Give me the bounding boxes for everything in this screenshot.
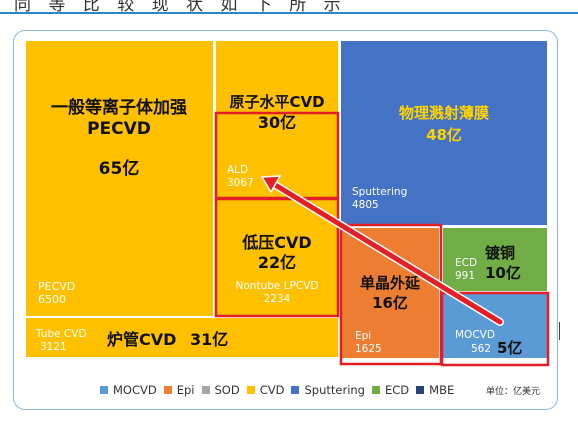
legend-swatch (163, 386, 172, 394)
ald-sub: ALD (227, 164, 248, 176)
legend-item-mocvd: MOCVD (100, 383, 157, 397)
epi-sub: Epi (355, 330, 371, 342)
legend-label: MBE (429, 383, 455, 397)
treemap-cell-sputter (341, 41, 547, 225)
treemap-cell-pecvd (26, 41, 213, 316)
legend-item-sod: SOD (201, 383, 240, 397)
arrow-head (260, 175, 282, 194)
pecvd-title2: PECVD (87, 119, 151, 139)
pecvd-value: 6500 (38, 293, 66, 306)
lpcvd-sub: Nontube LPCVD (236, 280, 319, 292)
sputter-sub: Sputtering (352, 186, 407, 198)
lpcvd-title: 低压CVD (241, 233, 311, 252)
mocvd-sub: MOCVD (455, 329, 495, 341)
legend-item-sputtering: Sputtering (291, 383, 365, 397)
unit-label: 单位：亿美元 (486, 387, 541, 397)
lpcvd-value: 2234 (264, 293, 291, 305)
mocvd-value: 562 (471, 343, 491, 355)
ecd-title: 镀铜 (485, 244, 515, 262)
ald-value: 3067 (227, 177, 254, 189)
mocvd-market: 5亿 (497, 339, 522, 357)
legend-swatch (201, 386, 210, 394)
treemap-cell-epi (341, 228, 439, 358)
pecvd-market: 65亿 (99, 158, 140, 179)
legend-item-mbe: MBE (416, 383, 454, 397)
arrow-shaft (269, 180, 503, 325)
epi-market: 16亿 (372, 294, 408, 312)
legend-swatch (371, 386, 380, 394)
sputter-title: 物理溅射薄膜 (399, 104, 489, 122)
cut-off-header-text: 同 等 比 较 现 状 如 下 所 示 (14, 0, 347, 15)
treemap-cell-tubecvd (26, 317, 338, 357)
legend-label: Epi (176, 383, 195, 397)
epi-value: 1625 (355, 343, 382, 355)
ecd-sub: ECD (455, 257, 477, 269)
treemap-cell-ald (216, 41, 338, 198)
legend-item-ecd: ECD (371, 383, 410, 397)
treemap-cell-mocvd (443, 293, 547, 358)
header-rule (0, 12, 578, 14)
pecvd-sub: PECVD (38, 280, 75, 293)
legend-item-cvd: CVD (246, 383, 285, 397)
treemap-cells (26, 41, 547, 358)
legend-swatch (416, 386, 425, 394)
treemap-cell-ecd (443, 228, 547, 291)
lpcvd-market: 22亿 (258, 253, 296, 272)
chart-legend: MOCVD Epi SOD CVD Sputtering ECD MBE (100, 380, 461, 400)
tubecvd-market: 31亿 (190, 330, 228, 349)
tubecvd-value: 3121 (40, 341, 67, 353)
highlight-box (440, 291, 550, 367)
sputter-value: 4805 (352, 199, 379, 211)
legend-swatch (246, 386, 255, 394)
tubecvd-title: 炉管CVD (107, 330, 176, 349)
legend-swatch (100, 386, 108, 394)
legend-label: CVD (259, 383, 285, 397)
legend-label: Sputtering (304, 383, 365, 397)
legend-label: MOCVD (113, 383, 157, 397)
ald-title: 原子水平CVD (229, 93, 324, 111)
pecvd-title: 一般等离子体加强 (51, 97, 187, 118)
ald-market: 30亿 (258, 113, 296, 132)
sputter-market: 48亿 (426, 126, 462, 144)
legend-label: SOD (214, 383, 240, 397)
right-edge-tick (559, 322, 560, 340)
treemap-labels: 一般等离子体加强PECVD65亿PECVD6500原子水平CVD30亿ALD30… (35, 93, 522, 357)
ecd-value: 991 (455, 270, 475, 282)
tubecvd-sub: Tube CVD (35, 328, 87, 340)
treemap-overlays (214, 111, 550, 367)
treemap-cell-lpcvd (216, 199, 338, 316)
ecd-market: 10亿 (485, 264, 521, 282)
legend-label: ECD (384, 383, 410, 397)
epi-title: 单晶外延 (360, 274, 421, 292)
highlight-box (214, 197, 340, 318)
legend-swatch (291, 386, 300, 394)
legend-item-epi: Epi (163, 383, 195, 397)
